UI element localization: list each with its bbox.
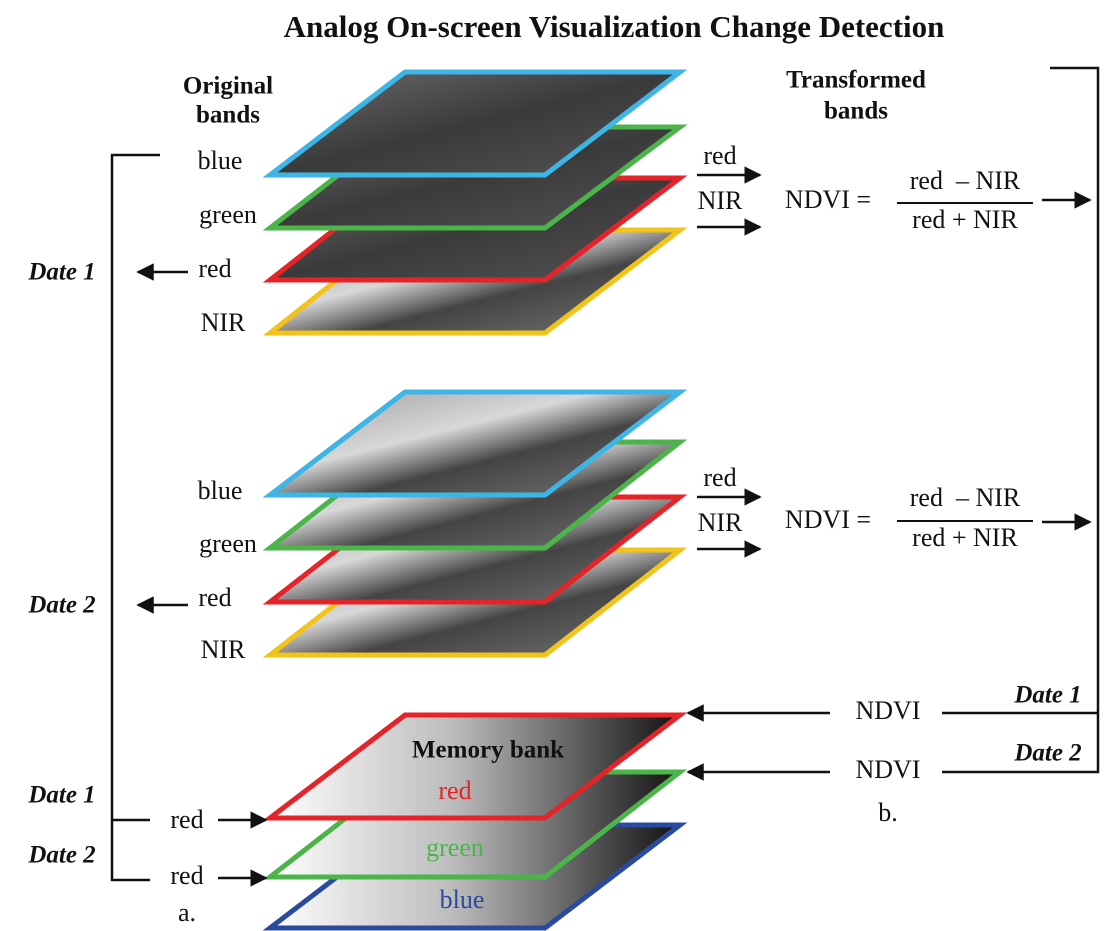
memory-layer: red: [438, 776, 471, 805]
input-label: red: [170, 805, 203, 834]
ndvi-label: NDVI: [856, 696, 921, 725]
ndvi-label: NDVI: [856, 755, 921, 784]
formula-block: red NIR NDVI = red – NIR red + NIR: [697, 141, 1092, 236]
input-label: red: [170, 861, 203, 890]
band-label: NIR: [201, 635, 246, 664]
memory-layer: blue: [440, 885, 485, 914]
header-transformed: Transformed: [786, 67, 926, 94]
formula-lhs: NDVI =: [785, 505, 871, 534]
formula-numerator: red – NIR: [910, 166, 1021, 195]
output-label: NIR: [698, 508, 743, 537]
date-label: Date 1: [1013, 682, 1081, 709]
band-label: blue: [198, 476, 243, 505]
formula-numerator: red – NIR: [910, 483, 1021, 512]
output-label: red: [703, 463, 736, 492]
bracket: [110, 153, 160, 882]
layer: [262, 389, 688, 498]
bracket: [942, 66, 1100, 774]
date-label: Date 2: [27, 842, 95, 869]
header-original: Original: [183, 73, 273, 100]
formula-denominator: red + NIR: [912, 523, 1018, 552]
output-label: red: [703, 141, 736, 170]
date-label: Date 1: [27, 259, 95, 286]
band-label: red: [198, 583, 231, 612]
formula-denominator: red + NIR: [912, 205, 1018, 234]
memory-bank: [262, 712, 688, 931]
date-label: Date 2: [27, 592, 95, 619]
panel-label: a.: [178, 898, 196, 927]
formula-lhs: NDVI =: [785, 185, 871, 214]
band-label: red: [198, 254, 231, 283]
output-label: NIR: [698, 186, 743, 215]
band-label: blue: [198, 146, 243, 175]
layer-stack: [262, 389, 688, 658]
layer-stack: [262, 69, 688, 336]
layer: [262, 712, 688, 821]
memory-title: Memory bank: [412, 737, 564, 764]
band-label: green: [199, 529, 257, 558]
band-label: green: [199, 200, 257, 229]
panel-label: b.: [878, 798, 898, 827]
layer: [262, 69, 688, 178]
band-label: NIR: [201, 308, 246, 337]
header-transformed: bands: [824, 98, 888, 125]
date-label: Date 2: [1013, 740, 1081, 767]
title: Analog On-screen Visualization Change De…: [284, 9, 945, 44]
date-label: Date 1: [27, 782, 95, 809]
formula-block: red NIR NDVI = red – NIR red + NIR: [697, 463, 1092, 558]
header-original: bands: [196, 102, 260, 129]
memory-layer: green: [426, 833, 484, 862]
